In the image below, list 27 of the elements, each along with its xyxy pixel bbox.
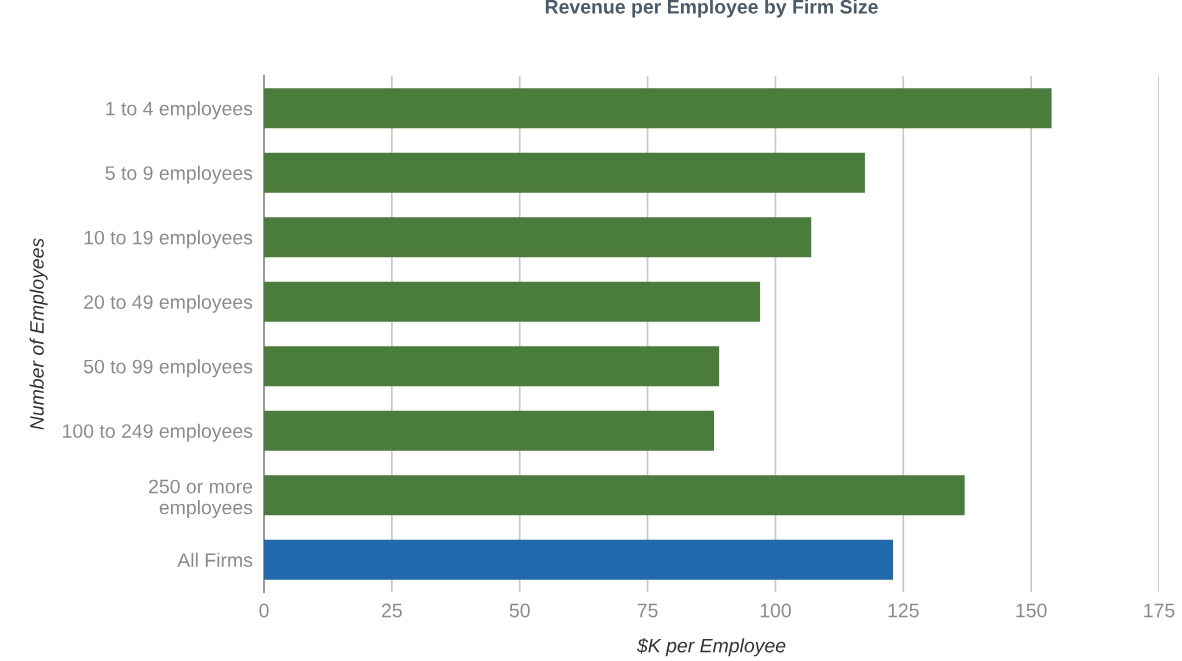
x-tick-label: 100: [760, 603, 791, 618]
chart-title: Revenue per Employee by Firm Size: [545, 0, 878, 18]
y-axis-title: Number of Employees: [29, 238, 48, 430]
bar: [264, 217, 812, 258]
bar: [264, 410, 715, 451]
y-tick-label: 20 to 49 employees: [84, 294, 253, 313]
x-tick-label: 125: [888, 603, 919, 618]
x-tick-label: 25: [382, 603, 402, 618]
bar: [264, 281, 761, 322]
x-tick-label: 175: [1144, 603, 1175, 618]
y-tick-label: 1 to 4 employees: [106, 101, 253, 120]
x-tick-label: 75: [637, 603, 658, 618]
y-tick-label: 100 to 249 employees: [63, 423, 253, 442]
x-axis-title: $K per Employee: [636, 637, 786, 657]
y-tick-label: 10 to 19 employees: [84, 230, 253, 249]
bar: [264, 539, 894, 580]
bar: [264, 152, 865, 193]
y-tick-label: 5 to 9 employees: [105, 165, 253, 184]
bar: [264, 475, 965, 516]
y-tick-label: 50 to 99 employees: [83, 359, 253, 378]
x-tick-label: 150: [1016, 603, 1047, 618]
x-tick-label: 0: [259, 603, 269, 618]
bar: [264, 88, 1052, 129]
y-tick-label: 250 or more employees: [149, 479, 253, 519]
y-tick-label: All Firms: [177, 552, 253, 567]
bar: [264, 346, 720, 387]
x-tick-label: 50: [509, 603, 530, 618]
